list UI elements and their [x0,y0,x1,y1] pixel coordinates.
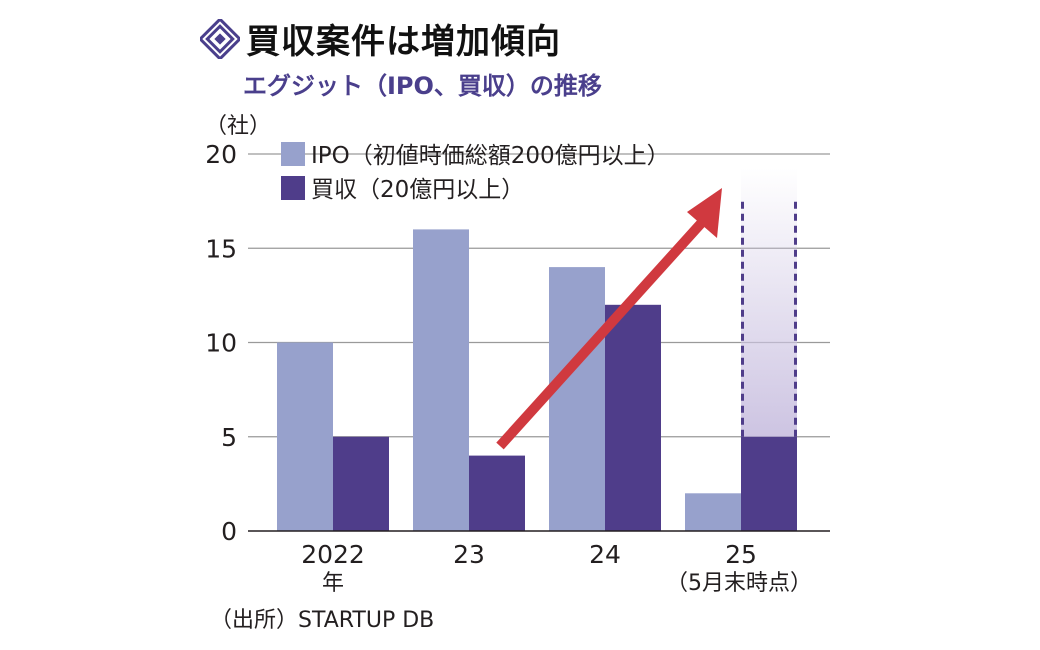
y-tick-label: 0 [221,517,237,546]
legend-swatch-acquisition [281,176,305,200]
trend-arrow-shaft [496,215,709,450]
bar-ipo [685,493,741,531]
x-tick-label: 25 [725,540,757,569]
x-tick-label: 24 [589,540,621,569]
bar-acquisition [469,455,525,531]
chart-subtitle: エグジット（IPO、買収）の推移 [243,72,602,100]
bar-ipo [549,267,605,531]
title-row: 買収案件は増加傾向 [200,14,561,63]
y-tick-label: 10 [205,329,237,358]
bar-ipo [413,229,469,531]
x-tick-label: 2022 [301,540,365,569]
y-unit-label: （社） [205,114,271,139]
legend-label-ipo: IPO（初値時価総額200億円以上） [311,143,670,169]
y-tick-label: 20 [205,140,237,169]
legend-swatch-ipo [281,142,305,166]
bar-acquisition [605,304,661,531]
y-tick-label: 5 [221,423,237,452]
trend-arrow-head [687,188,722,238]
y-tick-label: 15 [205,234,237,263]
diamond-icon [200,18,240,59]
bar-acquisition [333,436,389,531]
x-tick-sublabel: 年 [322,571,344,596]
bar-ipo [277,342,333,531]
chart-title: 買収案件は増加傾向 [246,22,561,62]
projection-area [741,168,797,437]
legend-label-acquisition: 買収（20億円以上） [311,177,524,203]
bar-acquisition [741,436,797,531]
x-tick-label: 23 [453,540,485,569]
x-tick-sublabel: （5月末時点） [666,571,812,596]
source-note: （出所）STARTUP DB [210,608,435,633]
